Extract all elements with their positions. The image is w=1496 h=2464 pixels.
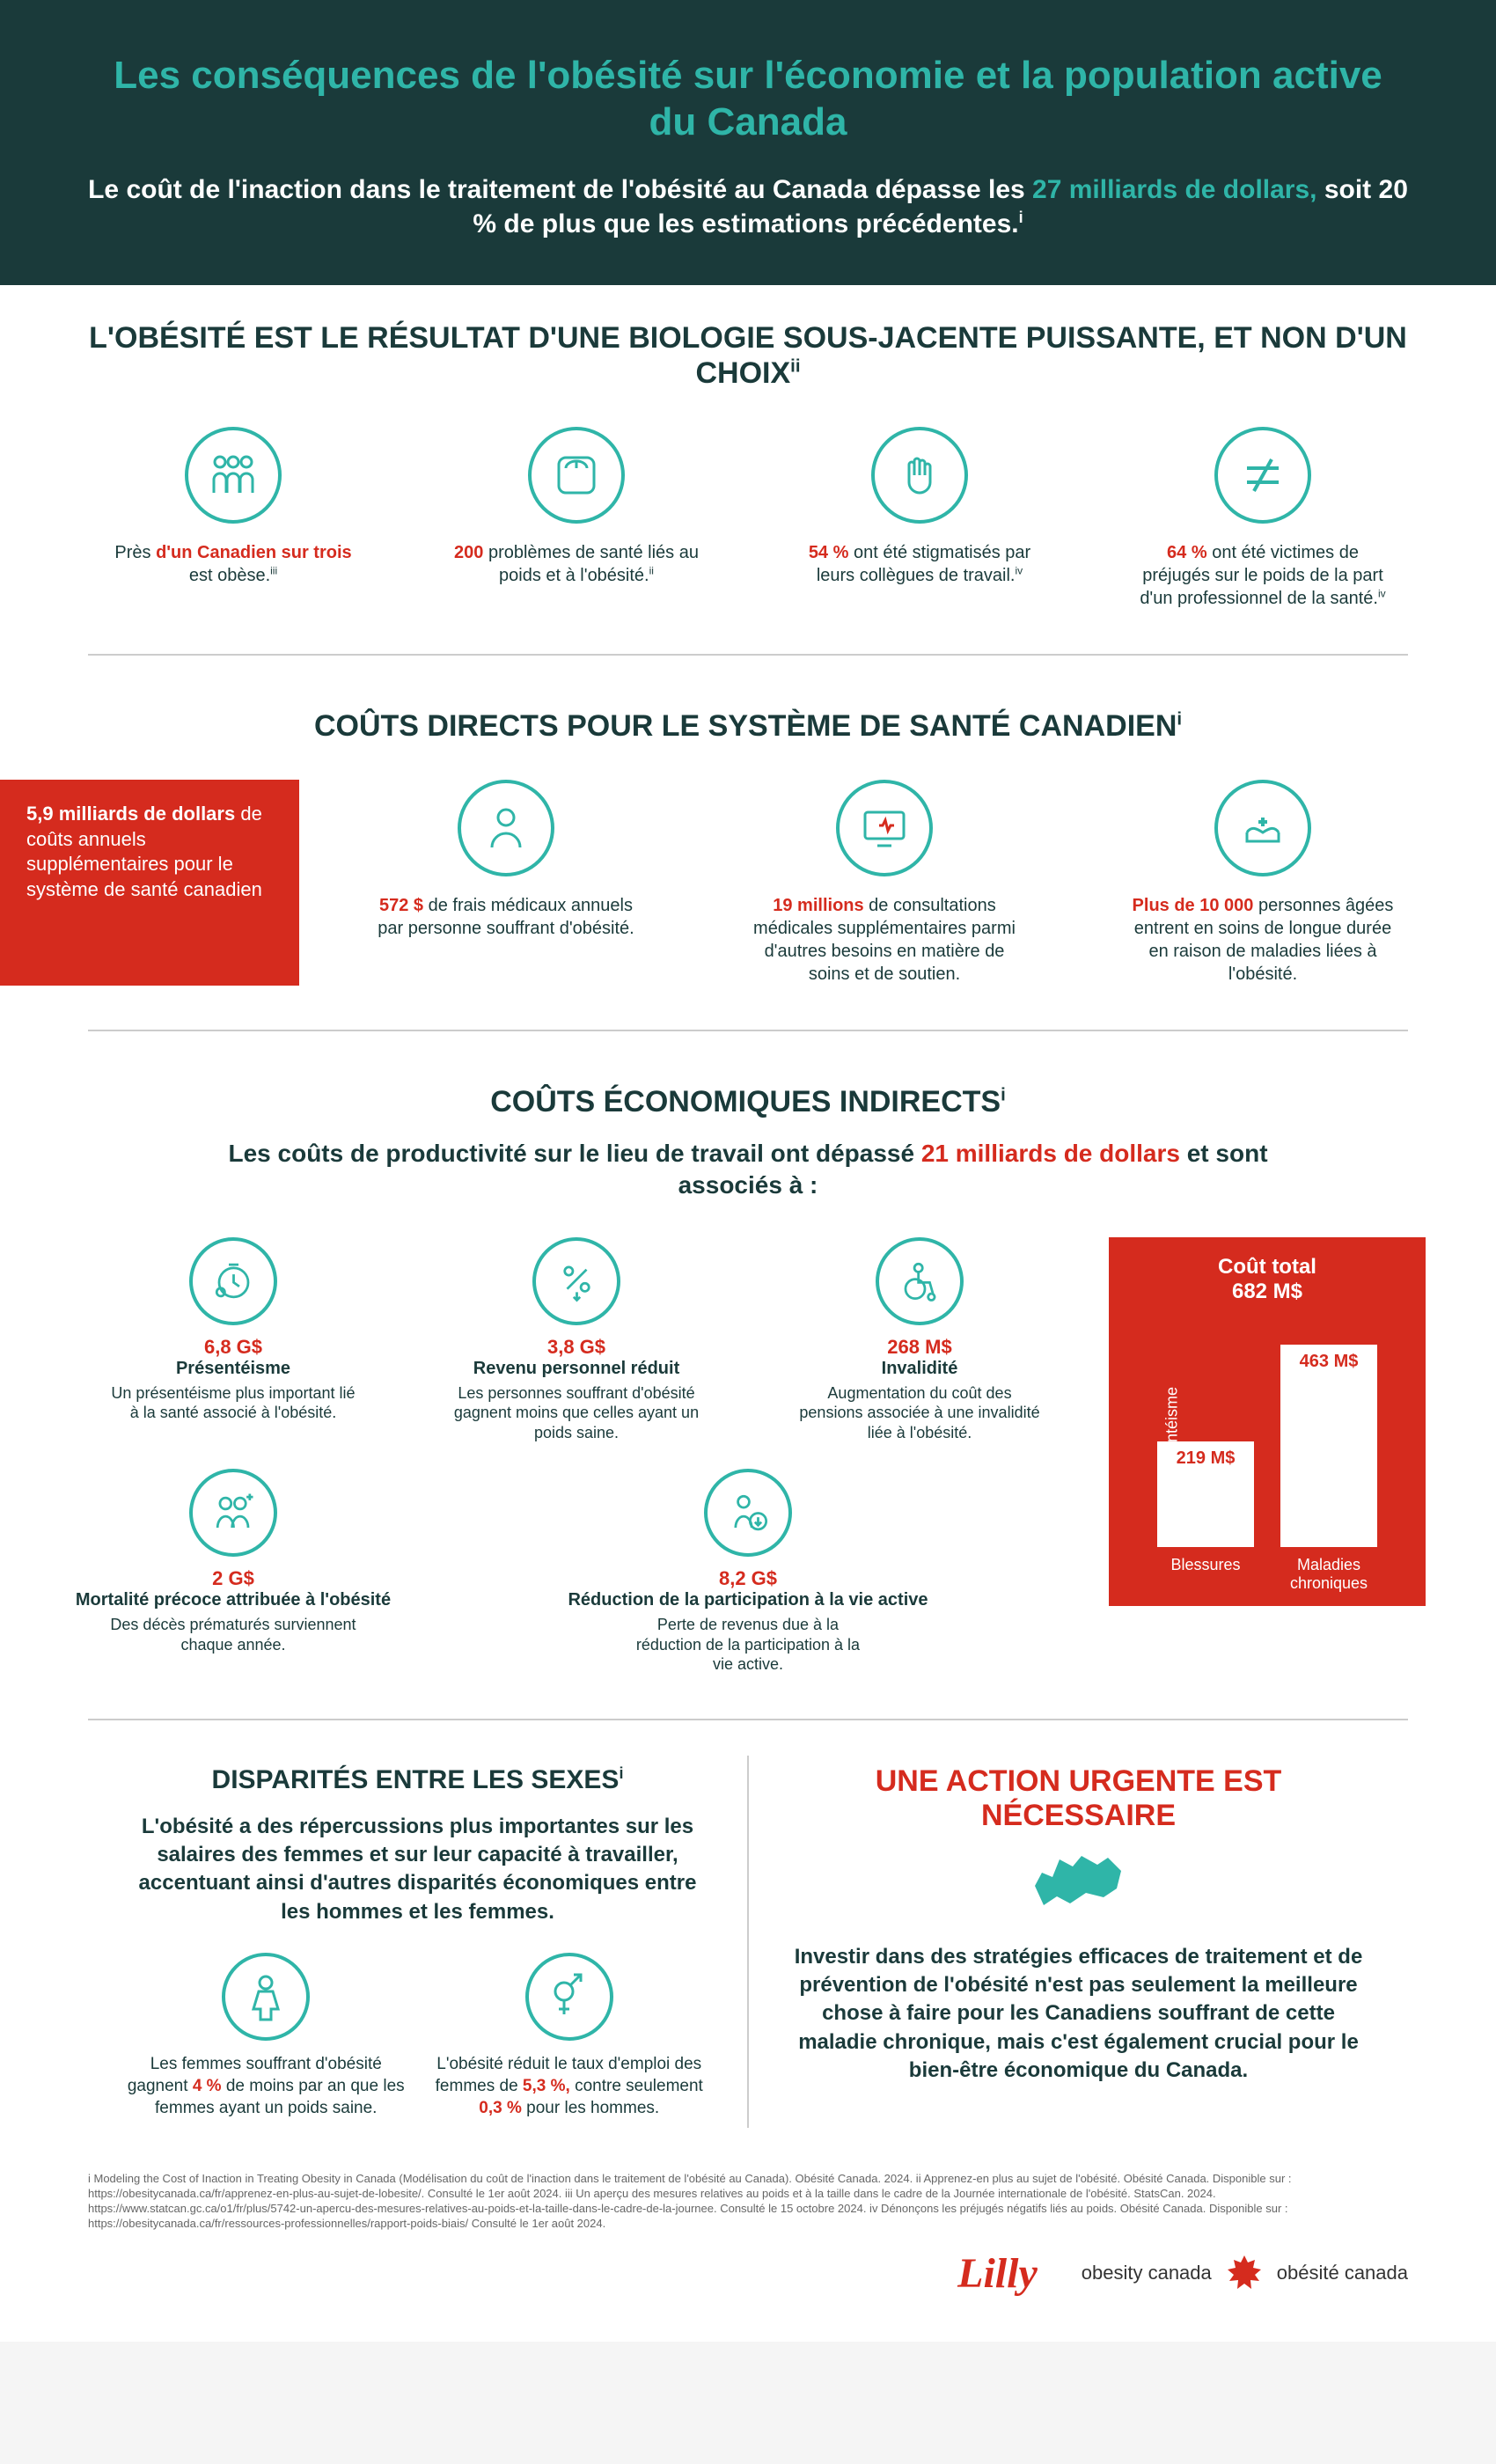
gender-item-2: L'obésité réduit le taux d'emploi des fe… [427, 1953, 713, 2119]
chart-ylabel: Absentéisme [1163, 1387, 1182, 1478]
indirect-item-2: 3,8 G$ Revenu personnel réduit Les perso… [414, 1237, 739, 1443]
biology-row: Près d'un Canadien sur trois est obèse.i… [0, 409, 1496, 636]
indirect-title: COÛTS ÉCONOMIQUES INDIRECTSi [0, 1049, 1496, 1138]
biology-item-2: 200 problèmes de santé liés au poids et … [414, 427, 739, 610]
monitor-icon [836, 780, 933, 876]
direct-callout: 5,9 milliards de dollars de coûts annuel… [0, 780, 299, 986]
indirect-subtitle: Les coûts de productivité sur le lieu de… [0, 1138, 1496, 1220]
footer-logos: Lilly obesity canada obésité canada [88, 2249, 1408, 2298]
person-icon [458, 780, 554, 876]
indirect-layout: 6,8 G$ Présentéisme Un présentéisme plus… [0, 1220, 1496, 1701]
bottom-section: DISPARITÉS ENTRE LES SEXESi L'obésité a … [0, 1738, 1496, 2155]
lilly-logo: Lilly [957, 2249, 1038, 2298]
gender-icon [525, 1953, 613, 2041]
footer-section: i Modeling the Cost of Inaction in Treat… [0, 2154, 1496, 2342]
people-icon [185, 427, 282, 524]
absenteeism-chart: Coût total 682 M$ Absentéisme 219 M$ 463… [1109, 1237, 1426, 1607]
header-subtitle: Le coût de l'inaction dans le traitement… [88, 172, 1408, 241]
indirect-item-4: 2 G$ Mortalité précoce attribuée à l'obé… [70, 1469, 396, 1675]
biology-title: L'OBÉSITÉ EST LE RÉSULTAT D'UNE BIOLOGIE… [0, 285, 1496, 410]
indirect-item-1: 6,8 G$ Présentéisme Un présentéisme plus… [70, 1237, 396, 1443]
direct-item-1: 572 $ de frais médicaux annuels par pers… [326, 780, 686, 986]
divider [88, 654, 1408, 656]
indirect-item-5: 8,2 G$ Réduction de la participation à l… [414, 1469, 1082, 1675]
indirect-item-3: 268 M$ Invalidité Augmentation du coût d… [757, 1237, 1082, 1443]
divider [88, 1719, 1408, 1720]
obesity-canada-logo: obesity canada obésité canada [1082, 2251, 1408, 2295]
main-title: Les conséquences de l'obésité sur l'écon… [88, 53, 1408, 146]
direct-row: 5,9 milliards de dollars de coûts annuel… [0, 762, 1496, 1012]
hand-icon [871, 427, 968, 524]
divider [88, 1030, 1408, 1031]
person-down-icon [704, 1469, 792, 1557]
direct-item-3: Plus de 10 000 personnes âgées entrent e… [1082, 780, 1443, 986]
biology-item-4: 64 % ont été victimes de préjugés sur le… [1100, 427, 1426, 610]
people-plus-icon [189, 1469, 277, 1557]
footer-notes: i Modeling the Cost of Inaction in Treat… [88, 2172, 1408, 2232]
gender-column: DISPARITÉS ENTRE LES SEXESi L'obésité a … [88, 1756, 749, 2129]
action-title: UNE ACTION URGENTE EST NÉCESSAIRE [784, 1764, 1373, 1833]
biology-item-3: 54 % ont été stigmatisés par leurs collè… [757, 427, 1082, 610]
gender-title: DISPARITÉS ENTRE LES SEXESi [123, 1764, 712, 1795]
wheelchair-icon [876, 1237, 964, 1325]
maple-leaf-icon [1222, 2251, 1266, 2295]
header-banner: Les conséquences de l'obésité sur l'écon… [0, 0, 1496, 285]
canada-map-icon [784, 1851, 1373, 1925]
bar-chronic: 463 M$ [1280, 1345, 1377, 1547]
percent-down-icon [532, 1237, 620, 1325]
action-column: UNE ACTION URGENTE EST NÉCESSAIRE Invest… [749, 1756, 1408, 2129]
direct-item-2: 19 millions de consultations médicales s… [704, 780, 1065, 986]
female-icon [222, 1953, 310, 2041]
biology-item-1: Près d'un Canadien sur trois est obèse.i… [70, 427, 396, 610]
care-icon [1214, 780, 1311, 876]
gender-item-1: Les femmes souffrant d'obésité gagnent 4… [123, 1953, 409, 2119]
direct-title: COÛTS DIRECTS POUR LE SYSTÈME DE SANTÉ C… [0, 673, 1496, 762]
scale-icon [528, 427, 625, 524]
clock-icon [189, 1237, 277, 1325]
not-equal-icon [1214, 427, 1311, 524]
